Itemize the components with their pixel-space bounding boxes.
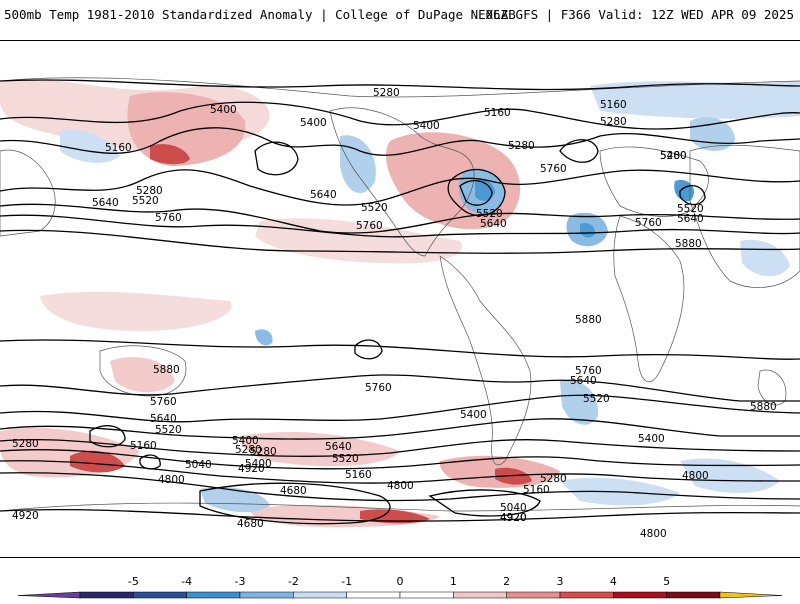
contour-label: 5280 <box>235 444 262 456</box>
contour-label: 5040 <box>185 459 212 471</box>
colorbar-tick-label: 5 <box>663 575 670 588</box>
colorbar-tick-label: -5 <box>128 575 139 588</box>
contour-label: 5040 <box>500 502 527 514</box>
colorbar-ticks: -5 -4 -3 -2 -1 0 1 2 3 4 5 <box>128 575 670 588</box>
colorbar-swatch <box>613 591 667 599</box>
colorbar-tick-label: -2 <box>288 575 299 588</box>
contour-label: 5640 <box>570 375 597 387</box>
contour-label: 4680 <box>237 518 264 530</box>
anomaly-map: 5280 5400 5160 5280 5640 5520 5760 5400 … <box>0 40 800 558</box>
colorbar-swatch <box>559 591 614 599</box>
contour-label: 5640 <box>310 189 337 201</box>
contour-label: 5400 <box>300 117 327 129</box>
contour-label: 5280 <box>12 438 39 450</box>
contour-label: 5880 <box>675 238 702 250</box>
colorbar-swatch <box>133 591 187 599</box>
contour-label: 5160 <box>105 142 132 154</box>
colorbar-swatch <box>453 591 507 599</box>
contour-label: 5400 <box>210 104 237 116</box>
contour-label: 4920 <box>238 463 265 475</box>
colorbar-swatch <box>399 591 454 599</box>
contour-label: 5160 <box>484 107 511 119</box>
contour-label: 5640 <box>677 213 704 225</box>
colorbar-swatch <box>239 591 294 599</box>
contour-label: 5400 <box>460 409 487 421</box>
contour-label: 4800 <box>640 528 667 540</box>
contour-label: 5160 <box>345 469 372 481</box>
colorbar-tick-label: -4 <box>181 575 192 588</box>
colorbar-tick-label: 2 <box>503 575 510 588</box>
anomaly-shading <box>0 78 800 528</box>
colorbar-swatch <box>346 591 401 599</box>
map-canvas: 5280 5400 5160 5280 5640 5520 5760 5400 … <box>0 77 800 540</box>
colorbar-swatch <box>293 591 347 599</box>
colorbar-svg: -5 -4 -3 -2 -1 0 1 2 3 4 5 <box>17 575 783 599</box>
colorbar-tick-label: 3 <box>557 575 564 588</box>
colorbar: -5 -4 -3 -2 -1 0 1 2 3 4 5 <box>0 560 800 600</box>
colorbar-under-arrow <box>17 591 81 599</box>
contour-label: 5880 <box>750 401 777 413</box>
contour-label: 5520 <box>583 393 610 405</box>
contour-label: 5520 <box>476 208 503 220</box>
contour-label: 5760 <box>356 220 383 232</box>
contour-label: 5280 <box>540 473 567 485</box>
contour-label: 4800 <box>682 470 709 482</box>
contour-label: 5760 <box>575 365 602 377</box>
contour-label: 5760 <box>150 396 177 408</box>
contour-label: 5400 <box>245 458 272 470</box>
colorbar-tick-label: 0 <box>397 575 404 588</box>
colorbar-tick-label: 4 <box>610 575 617 588</box>
contour-label: 5400 <box>232 435 259 447</box>
contour-label: 5640 <box>92 197 119 209</box>
contour-label: 5280 <box>250 446 277 458</box>
colorbar-tick-label: -3 <box>235 575 246 588</box>
colorbar-swatch <box>186 591 241 599</box>
contour-label: 4680 <box>280 485 307 497</box>
colorbar-swatch <box>666 591 721 599</box>
contour-label: 5280 <box>373 87 400 99</box>
contour-label: 5640 <box>150 413 177 425</box>
coastlines <box>0 77 800 512</box>
contour-label: 5640 <box>480 218 507 230</box>
colorbar-tick-label: 1 <box>450 575 457 588</box>
contour-label: 5280 <box>600 116 627 128</box>
contour-label: 4920 <box>12 510 39 522</box>
contour-label: 5640 <box>325 441 352 453</box>
contour-label: 4920 <box>500 512 527 524</box>
colorbar-swatch <box>506 591 561 599</box>
height-contours <box>0 79 800 525</box>
contour-label: 5520 <box>677 203 704 215</box>
model-run-info: 06Z GFS | F366 Valid: 12Z WED APR 09 202… <box>485 7 794 22</box>
contour-label: 5280 <box>508 140 535 152</box>
contour-label: 5880 <box>575 314 602 326</box>
contour-label: 5400 <box>660 150 687 162</box>
contour-label: 4800 <box>387 480 414 492</box>
contour-label: 5760 <box>540 163 567 175</box>
contour-label: 5520 <box>332 453 359 465</box>
contour-label: 5880 <box>153 364 180 376</box>
colorbar-swatch <box>79 591 134 599</box>
contour-label: 5400 <box>413 120 440 132</box>
contour-label: 5280 <box>136 185 163 197</box>
colorbar-tick-label: -1 <box>341 575 352 588</box>
contour-label: 5160 <box>523 484 550 496</box>
contour-label: 5520 <box>132 195 159 207</box>
contour-label: 4800 <box>158 474 185 486</box>
contour-labels: 5280 5400 5160 5280 5640 5520 5760 5400 … <box>12 87 777 540</box>
map-title: 500mb Temp 1981-2010 Standardized Anomal… <box>4 7 516 22</box>
contour-label: 4920 <box>500 512 527 524</box>
contour-label: 5280 <box>660 150 687 162</box>
contour-label: 5520 <box>361 202 388 214</box>
contour-label: 5160 <box>130 440 157 452</box>
contour-label: 5400 <box>638 433 665 445</box>
contour-label: 5160 <box>600 99 627 111</box>
header: 500mb Temp 1981-2010 Standardized Anomal… <box>0 0 800 30</box>
contour-label: 5760 <box>635 217 662 229</box>
contour-label: 5760 <box>365 382 392 394</box>
contour-label: 5520 <box>155 424 182 436</box>
contour-label: 5760 <box>155 212 182 224</box>
colorbar-swatches <box>17 591 783 599</box>
colorbar-over-arrow <box>719 591 783 599</box>
